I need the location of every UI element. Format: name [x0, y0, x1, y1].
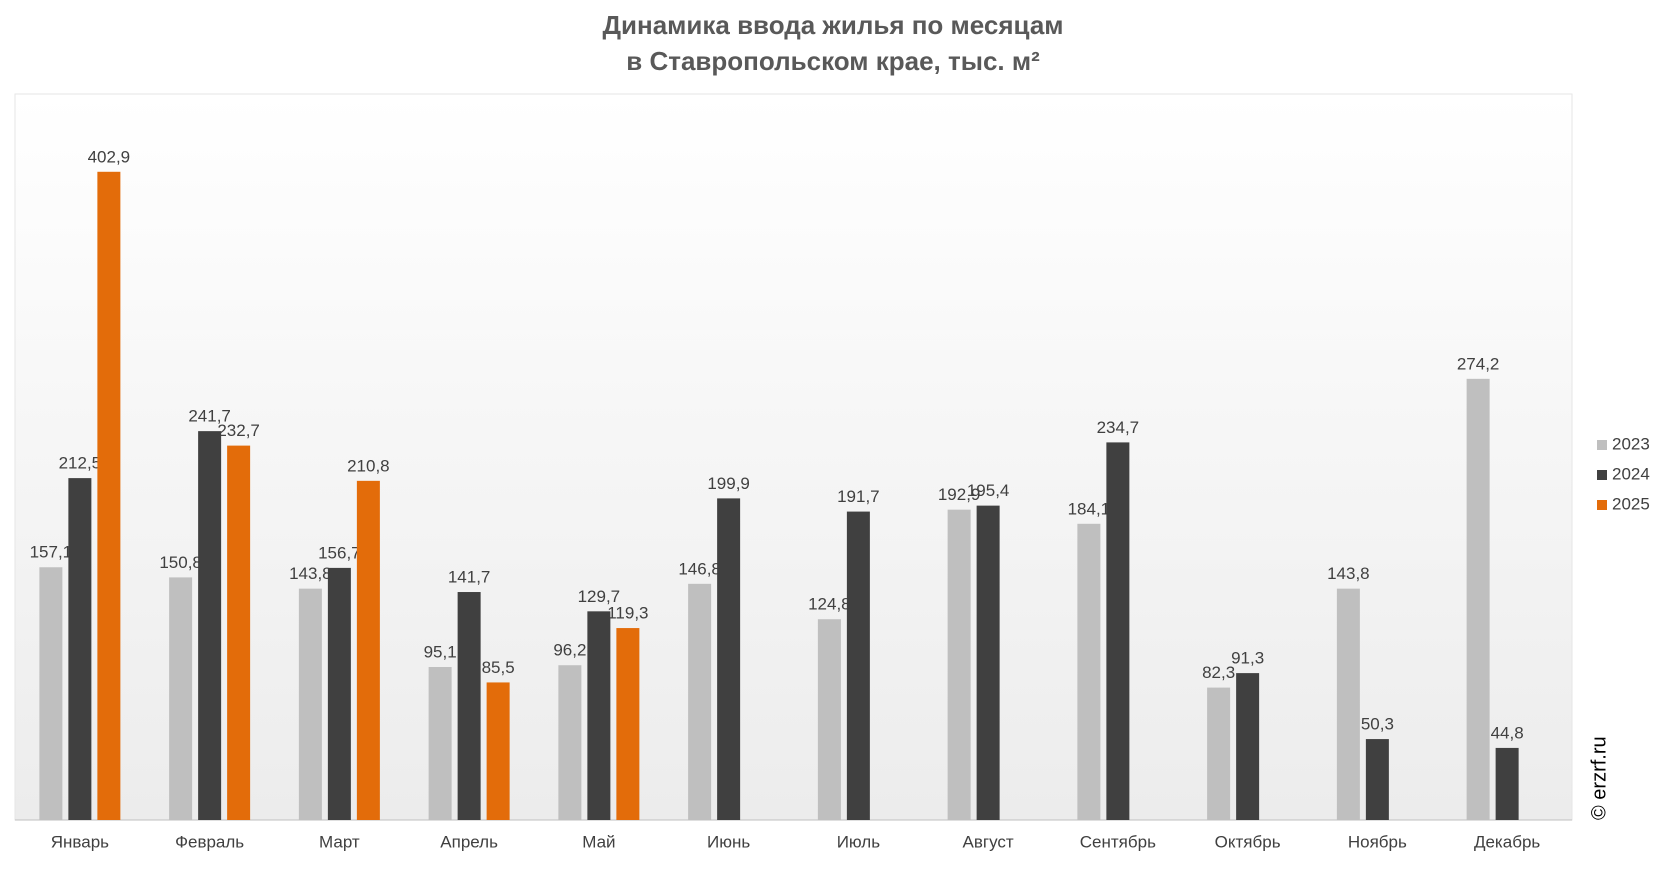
bar [428, 666, 452, 820]
data-label: 91,3 [1231, 649, 1264, 668]
chart-title: в Ставропольском крае, тыс. м² [626, 46, 1040, 76]
bar [39, 567, 63, 820]
bar [457, 592, 481, 820]
x-tick-label: Сентябрь [1080, 832, 1156, 851]
legend-label: 2025 [1612, 494, 1650, 513]
legend-label: 2023 [1612, 434, 1650, 453]
data-label: 150,8 [159, 553, 202, 572]
data-label: 212,5 [59, 454, 102, 473]
bar [616, 628, 640, 820]
data-label: 146,8 [678, 559, 721, 578]
bar [587, 611, 611, 820]
bar [717, 498, 741, 820]
bar [976, 505, 1000, 820]
legend-swatch [1597, 500, 1607, 510]
data-label: 402,9 [88, 147, 131, 166]
data-label: 141,7 [448, 568, 491, 587]
x-tick-label: Декабрь [1474, 832, 1540, 851]
bar [1336, 588, 1360, 820]
x-tick-label: Март [319, 832, 360, 851]
bar [169, 577, 193, 820]
x-tick-label: Февраль [175, 832, 244, 851]
bar [558, 665, 582, 820]
bar [298, 588, 322, 820]
bar [1365, 739, 1389, 820]
bar [688, 583, 712, 820]
bar [227, 445, 251, 820]
x-tick-label: Май [582, 832, 615, 851]
data-label: 124,8 [808, 595, 851, 614]
data-label: 199,9 [707, 474, 750, 493]
bar [327, 567, 351, 820]
data-label: 234,7 [1097, 418, 1140, 437]
bar [68, 478, 92, 820]
legend-swatch [1597, 440, 1607, 450]
legend-label: 2024 [1612, 464, 1650, 483]
bar [97, 171, 121, 821]
x-tick-label: Октябрь [1215, 832, 1281, 851]
x-tick-label: Апрель [440, 832, 498, 851]
data-label: 232,7 [217, 421, 260, 440]
data-label: 191,7 [837, 487, 880, 506]
data-label: 129,7 [578, 587, 621, 606]
data-label: 184,1 [1068, 499, 1111, 518]
bar [198, 431, 222, 820]
data-label: 50,3 [1361, 715, 1394, 734]
x-tick-label: Ноябрь [1348, 832, 1407, 851]
data-label: 156,7 [318, 543, 361, 562]
data-label: 96,2 [553, 641, 586, 660]
data-label: 192,9 [938, 485, 981, 504]
bar [947, 509, 971, 820]
x-tick-label: Июль [837, 832, 881, 851]
bar [356, 480, 380, 820]
x-tick-label: Август [963, 832, 1014, 851]
bar [1495, 747, 1519, 820]
data-label: 210,8 [347, 456, 390, 475]
x-tick-label: Январь [51, 832, 109, 851]
x-tick-label: Июнь [707, 832, 750, 851]
bar [1236, 673, 1260, 820]
chart-title: Динамика ввода жилья по месяцам [602, 10, 1063, 40]
data-label: 274,2 [1457, 354, 1500, 373]
data-label: 143,8 [289, 564, 332, 583]
data-label: 119,3 [607, 604, 648, 623]
bar [817, 619, 841, 820]
bar [486, 682, 510, 820]
legend-swatch [1597, 470, 1607, 480]
bar [1207, 687, 1231, 820]
data-label: 157,1 [30, 543, 73, 562]
data-label: 95,1 [424, 642, 457, 661]
bar [846, 511, 870, 820]
data-label: 44,8 [1491, 723, 1524, 742]
data-label: 85,5 [482, 658, 515, 677]
data-label: 143,8 [1327, 564, 1370, 583]
data-label: 82,3 [1202, 663, 1235, 682]
data-label: 195,4 [967, 481, 1010, 500]
bar [1466, 378, 1490, 820]
plot-area [14, 93, 1573, 821]
bar [1077, 523, 1101, 820]
watermark: © erzrf.ru [1588, 736, 1610, 820]
data-label: 241,7 [188, 407, 231, 426]
bar [1106, 442, 1130, 820]
